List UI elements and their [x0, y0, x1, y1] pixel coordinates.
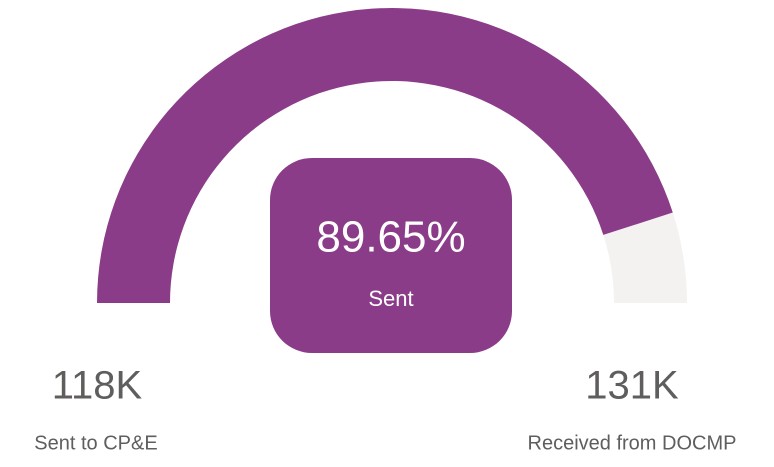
percent-name: Sent	[368, 286, 413, 311]
gauge-fill	[97, 8, 673, 304]
center-card	[270, 158, 512, 353]
max-label: 131K	[585, 364, 679, 408]
max-name: Received from DOCMP	[528, 432, 737, 454]
value-label: 118K	[52, 364, 143, 408]
value-name: Sent to CP&E	[34, 432, 157, 454]
gauge-track	[603, 212, 687, 303]
percent-label: 89.65%	[316, 213, 465, 262]
